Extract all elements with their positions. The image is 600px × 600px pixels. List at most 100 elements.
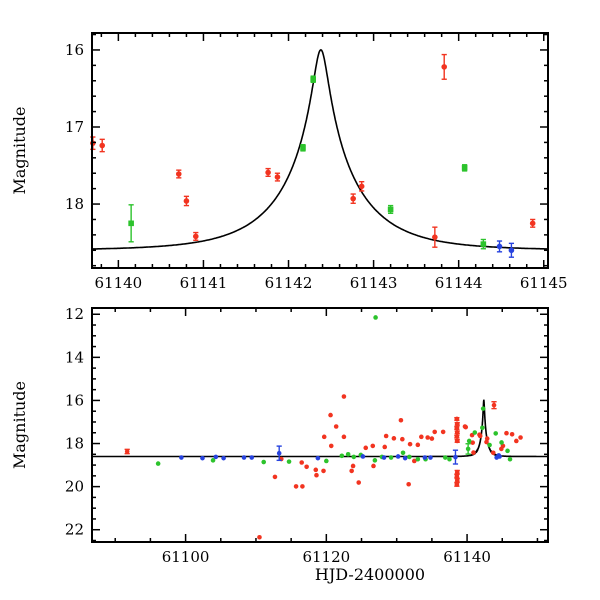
red-data-point — [504, 430, 509, 436]
red-data-point — [124, 449, 130, 454]
x-tick-label: 61144 — [435, 274, 483, 292]
red-data-point — [454, 478, 460, 483]
red-data-point — [477, 433, 483, 439]
red-data-point — [470, 440, 476, 445]
red-data-point — [272, 474, 278, 480]
y-tick-label: 16 — [65, 41, 84, 59]
red-data-point — [419, 434, 424, 440]
blue-data-point — [179, 455, 184, 460]
y-tick-label: 17 — [65, 118, 84, 136]
red-data-point — [454, 421, 460, 427]
red-data-point — [175, 171, 182, 177]
red-data-point — [304, 464, 309, 470]
red-data-point — [471, 450, 476, 455]
x-tick-label: 61120 — [302, 548, 350, 566]
red-data-point — [299, 460, 305, 465]
blue-data-point — [276, 450, 282, 456]
y-axis-label: Magnitude — [10, 381, 29, 469]
y-tick-label: 18 — [65, 435, 84, 453]
green-data-point — [261, 459, 267, 465]
red-data-point — [341, 394, 347, 399]
red-data-point — [358, 183, 365, 190]
red-data-point — [391, 436, 397, 441]
red-data-point — [490, 450, 496, 456]
tick-labels: 61100 61120 61140 12 14 16 18 20 22 — [65, 305, 491, 566]
model-light-curve — [91, 48, 548, 250]
green-data-point — [324, 458, 329, 464]
red-data-point — [514, 438, 519, 444]
model-light-curve — [92, 399, 548, 458]
red-data-point — [484, 436, 490, 441]
green-data-point — [286, 459, 292, 464]
green-data-point — [155, 461, 161, 466]
green-data-point — [472, 430, 478, 435]
red-data-point — [407, 441, 413, 447]
blue-data-point — [221, 455, 226, 461]
green-data-point — [507, 456, 513, 462]
blue-series — [179, 445, 502, 465]
red-data-point — [370, 443, 376, 449]
red-data-point — [328, 412, 333, 418]
red-data-point — [321, 468, 326, 474]
red-data-point — [454, 434, 460, 439]
red-data-point — [341, 434, 347, 440]
red-data-point — [406, 481, 411, 487]
red-data-point — [518, 435, 523, 440]
red-data-point — [454, 438, 460, 444]
x-tick-label: 61140 — [95, 274, 143, 292]
red-data-point — [454, 416, 460, 422]
y-tick-label: 18 — [65, 195, 84, 213]
green-data-point — [310, 76, 316, 83]
x-tick-label: 61140 — [443, 548, 491, 566]
red-data-point — [183, 198, 190, 204]
red-data-point — [383, 433, 389, 439]
green-data-point — [465, 446, 471, 452]
red-data-point — [509, 431, 515, 437]
red-data-point — [356, 480, 362, 485]
y-tick-label: 16 — [65, 391, 84, 409]
red-series — [124, 394, 523, 540]
green-data-point — [407, 454, 412, 460]
blue-data-point — [200, 455, 205, 461]
x-tick-label: 61142 — [265, 274, 313, 292]
red-data-point — [441, 64, 448, 70]
red-data-point — [484, 439, 489, 445]
blue-data-point — [428, 455, 433, 460]
red-data-point — [454, 430, 460, 435]
red-data-point — [350, 463, 356, 469]
red-data-point — [313, 467, 319, 473]
green-data-point — [442, 455, 448, 460]
blue-data-point — [395, 454, 401, 459]
red-data-point — [432, 234, 438, 240]
green-data-point — [461, 165, 468, 171]
x-tick-label: 61143 — [350, 274, 398, 292]
green-data-point — [387, 206, 394, 213]
green-data-point — [372, 458, 378, 463]
red-data-point — [333, 424, 339, 429]
blue-series — [496, 240, 515, 258]
green-data-point — [351, 454, 357, 460]
red-data-point — [491, 402, 497, 408]
green-data-point — [499, 440, 504, 445]
red-data-point — [363, 445, 369, 451]
tick-marks — [92, 33, 548, 268]
panel-frame — [91, 307, 549, 543]
y-tick-label: 20 — [65, 478, 84, 496]
y-axis-label: Magnitude — [10, 106, 29, 194]
green-data-point — [466, 438, 472, 444]
red-data-point — [314, 472, 319, 478]
red-data-point — [328, 443, 334, 449]
blue-data-point — [508, 247, 515, 254]
red-series — [90, 53, 536, 248]
blue-data-point — [381, 455, 387, 460]
blue-data-point — [402, 455, 408, 461]
red-data-point — [425, 435, 430, 440]
red-data-point — [429, 436, 435, 441]
red-data-point — [454, 425, 460, 431]
green-data-point — [373, 315, 378, 320]
full-lightcurve-panel: 61100 61120 61140 12 14 16 18 20 22 Magnitude HJD-… — [10, 305, 549, 584]
green-data-point — [480, 425, 485, 431]
green-data-point — [447, 456, 452, 462]
red-data-point — [99, 142, 106, 149]
blue-data-point — [213, 454, 219, 460]
